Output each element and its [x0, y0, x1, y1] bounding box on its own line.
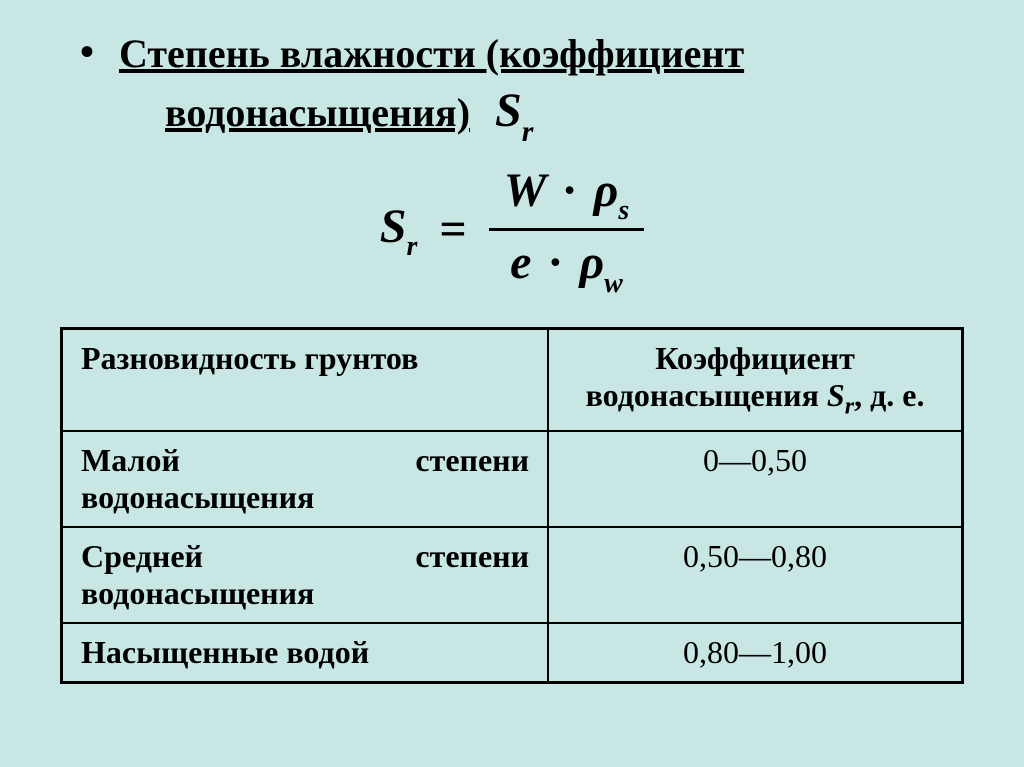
header-col2-pre: Коэффициент водонасыщения	[586, 340, 855, 413]
cell-value: 0—0,50	[548, 431, 962, 527]
header-col2-sym: S	[827, 377, 845, 413]
denominator: e · ρw	[489, 231, 644, 297]
header-col2: Коэффициент водонасыщения Sr, д. е.	[548, 328, 962, 431]
symbol-sub: r	[522, 115, 534, 148]
cell-type: Насыщенные водой	[62, 623, 549, 683]
numerator: W · ρs	[489, 163, 644, 232]
title-symbol: Sr	[495, 83, 533, 145]
formula-fraction: W · ρs e · ρw	[489, 163, 644, 297]
table-row: Среднейстепениводонасыщения0,50—0,80	[62, 527, 963, 623]
bullet: •	[80, 28, 94, 75]
formula-lhs: Sr	[380, 199, 418, 261]
table-row: Малойстепениводонасыщения0—0,50	[62, 431, 963, 527]
num-dot: ·	[562, 164, 578, 217]
lhs-sub: r	[406, 231, 417, 262]
classification-table: Разновидность грунтов Коэффициент водона…	[60, 327, 964, 684]
title-line-1: • Степень влажности (коэффициент	[60, 30, 964, 77]
header-col2-post: , д. е.	[854, 377, 924, 413]
symbol-base: S	[495, 84, 522, 137]
title-text-1: Степень влажности (коэффициент	[119, 30, 744, 77]
lhs-base: S	[380, 200, 407, 253]
num-W: W	[504, 164, 546, 217]
equals-sign: =	[439, 202, 466, 257]
table-row: Насыщенные водой0,80—1,00	[62, 623, 963, 683]
cell-type: Среднейстепениводонасыщения	[62, 527, 549, 623]
den-dot: ·	[547, 236, 563, 289]
num-rho: ρ	[594, 164, 619, 217]
cell-type: Малойстепениводонасыщения	[62, 431, 549, 527]
formula: Sr = W · ρs e · ρw	[60, 163, 964, 297]
num-sub: s	[618, 195, 629, 226]
cell-value: 0,80—1,00	[548, 623, 962, 683]
table-header-row: Разновидность грунтов Коэффициент водона…	[62, 328, 963, 431]
cell-value: 0,50—0,80	[548, 527, 962, 623]
header-col2-sub: r	[845, 393, 854, 419]
title-line-2: водонасыщения) Sr	[165, 83, 964, 145]
den-rho: ρ	[579, 236, 604, 289]
header-col1: Разновидность грунтов	[62, 328, 549, 431]
den-sub: w	[604, 268, 623, 299]
den-e: e	[510, 236, 531, 289]
title-text-2: водонасыщения)	[165, 89, 470, 136]
